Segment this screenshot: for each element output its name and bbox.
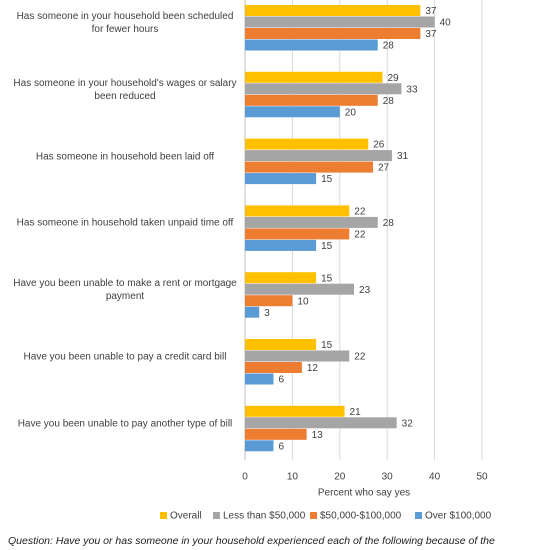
- category-label: Have you been unable to make a rent or m…: [13, 278, 237, 303]
- bar: [245, 138, 369, 150]
- bar: [245, 362, 302, 373]
- value-label: 15: [321, 273, 333, 284]
- bar: [245, 150, 392, 162]
- category-label: Has someone in your household been sched…: [16, 11, 234, 35]
- bar: [245, 5, 421, 16]
- x-tick-label: 0: [242, 472, 248, 483]
- legend-swatch: [415, 512, 422, 519]
- bar: [245, 161, 373, 173]
- bar: [245, 440, 274, 452]
- legend-swatch: [310, 512, 317, 519]
- x-tick-label: 40: [429, 472, 441, 483]
- value-label: 6: [278, 441, 284, 452]
- value-label: 31: [397, 151, 409, 162]
- value-label: 13: [312, 430, 324, 441]
- category-label: Has someone in household been laid off: [35, 151, 215, 163]
- value-label: 29: [387, 73, 399, 84]
- x-tick-label: 20: [334, 472, 346, 483]
- bar: [245, 39, 378, 51]
- value-label: 22: [354, 207, 366, 218]
- category-label: Have you been unable to pay another type…: [17, 418, 233, 430]
- x-tick-label: 50: [476, 472, 488, 483]
- category-label: Has someone in household taken unpaid ti…: [16, 217, 234, 229]
- value-label: 28: [383, 41, 395, 52]
- bar: [245, 83, 402, 95]
- bar: [245, 71, 383, 83]
- bar: [245, 228, 350, 240]
- value-label: 37: [425, 6, 437, 17]
- bar: [245, 417, 397, 429]
- bar: [245, 428, 307, 440]
- bar: [245, 283, 355, 295]
- value-label: 37: [425, 29, 437, 40]
- bar: [245, 205, 350, 217]
- legend-swatch: [160, 512, 167, 519]
- legend-label: Overall: [170, 511, 202, 522]
- value-label: 21: [350, 407, 362, 418]
- category-label: Have you been unable to pay a credit car…: [23, 351, 227, 363]
- value-label: 40: [440, 18, 452, 29]
- value-label: 15: [321, 340, 333, 351]
- value-label: 12: [307, 363, 319, 374]
- legend-swatch: [213, 512, 220, 519]
- value-label: 26: [373, 140, 385, 151]
- bar: [245, 373, 274, 385]
- x-tick-label: 10: [287, 472, 299, 483]
- legend-label: Less than $50,000: [223, 511, 306, 522]
- bar: [245, 295, 293, 307]
- value-label: 28: [383, 218, 395, 229]
- legend-label: $50,000-$100,000: [320, 511, 402, 522]
- value-label: 20: [345, 107, 357, 118]
- bar: [245, 350, 350, 362]
- bar: [245, 94, 378, 106]
- value-label: 10: [297, 296, 309, 307]
- bar: [245, 272, 317, 284]
- value-label: 32: [402, 418, 414, 429]
- bar: [245, 106, 340, 118]
- value-label: 6: [278, 375, 284, 386]
- x-axis-label: Percent who say yes: [318, 488, 410, 499]
- value-label: 15: [321, 174, 333, 185]
- value-label: 23: [359, 285, 371, 296]
- x-tick-label: 30: [382, 472, 394, 483]
- bar: [245, 216, 378, 228]
- bar: [245, 173, 317, 185]
- category-label: Has someone in your household's wages or…: [13, 77, 237, 102]
- question-note: Question: Have you or has someone in you…: [8, 535, 495, 547]
- bar: [245, 405, 345, 417]
- value-label: 33: [406, 84, 418, 95]
- value-label: 15: [321, 241, 333, 252]
- legend-label: Over $100,000: [425, 511, 492, 522]
- bar: [245, 239, 317, 251]
- bar: [245, 306, 260, 318]
- bar: [245, 28, 421, 39]
- value-label: 22: [354, 230, 366, 241]
- bar: [245, 339, 317, 350]
- value-label: 3: [264, 308, 270, 319]
- value-label: 28: [383, 96, 395, 107]
- bar: [245, 16, 435, 28]
- value-label: 27: [378, 163, 390, 174]
- value-label: 22: [354, 352, 366, 363]
